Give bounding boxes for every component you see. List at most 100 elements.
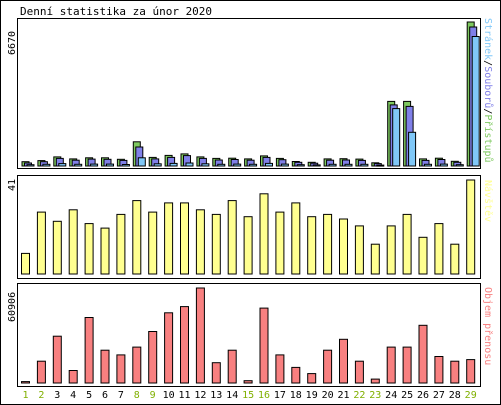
day-label-15: 15	[242, 390, 254, 401]
day-label-3: 3	[54, 390, 60, 401]
panel-top-max-label: 6670	[7, 31, 18, 55]
bar-visits-day-8	[132, 200, 142, 275]
day-label-28: 28	[449, 390, 461, 401]
bar-pages-day-1	[26, 164, 35, 167]
bar-kbytes-day-11	[180, 306, 189, 384]
day-label-9: 9	[150, 390, 156, 401]
bar-pages-day-28	[455, 164, 464, 167]
day-label-24: 24	[385, 390, 397, 401]
bar-kbytes-day-5	[84, 317, 94, 384]
bar-visits-day-23	[370, 243, 380, 275]
panel-bottom-max-label: 60906	[7, 292, 18, 322]
panel-top-frame	[17, 18, 481, 169]
bar-visits-day-20	[323, 213, 333, 275]
bar-visits-day-7	[116, 213, 126, 275]
bar-kbytes-day-10	[164, 312, 174, 384]
day-label-4: 4	[70, 390, 76, 401]
day-label-20: 20	[322, 390, 334, 401]
day-label-14: 14	[226, 390, 238, 401]
bar-kbytes-day-4	[68, 370, 78, 384]
bar-pages-day-19	[312, 164, 321, 167]
panel-middle-frame	[17, 175, 481, 279]
bar-kbytes-day-7	[116, 354, 126, 384]
bar-pages-day-14	[233, 163, 242, 167]
bar-visits-day-14	[227, 200, 237, 275]
day-label-19: 19	[306, 390, 318, 401]
bar-pages-day-16	[265, 162, 273, 167]
bar-pages-day-26	[424, 163, 432, 167]
bar-visits-day-27	[434, 223, 444, 275]
bar-kbytes-day-8	[132, 346, 142, 384]
bar-visits-day-13	[211, 213, 221, 275]
bar-pages-day-27	[439, 163, 448, 167]
day-label-1: 1	[22, 390, 28, 401]
bar-visits-day-2	[36, 211, 46, 275]
bar-visits-day-9	[148, 211, 158, 275]
bar-visits-day-12	[195, 209, 205, 275]
bar-kbytes-day-14	[227, 349, 237, 384]
day-label-17: 17	[274, 390, 286, 401]
bar-visits-day-4	[68, 209, 78, 275]
bar-visits-day-29	[466, 179, 476, 275]
legend-hits: Přístupů	[482, 114, 494, 162]
bar-pages-day-25	[408, 131, 417, 167]
panel-bottom-bars	[21, 287, 476, 384]
day-label-16: 16	[258, 390, 270, 401]
day-label-5: 5	[86, 390, 92, 401]
bar-pages-day-23	[376, 164, 385, 167]
legend-pages: Stránek	[482, 18, 494, 60]
bar-kbytes-day-3	[52, 335, 62, 384]
bar-visits-day-22	[354, 225, 364, 275]
day-label-18: 18	[290, 390, 302, 401]
panel-top-legend: Stránek/Souborů/Přístupů	[482, 18, 494, 163]
bar-pages-day-13	[217, 163, 226, 167]
bar-kbytes-day-18	[291, 366, 301, 384]
day-label-23: 23	[369, 390, 381, 401]
bar-pages-day-18	[296, 164, 305, 167]
bar-pages-day-8	[137, 157, 146, 167]
bar-pages-day-10	[169, 162, 178, 167]
day-label-7: 7	[118, 390, 124, 401]
bar-visits-day-16	[259, 193, 269, 275]
legend-separator-1: /	[482, 60, 493, 66]
day-label-6: 6	[102, 390, 108, 401]
bar-kbytes-day-25	[402, 346, 412, 384]
bar-kbytes-day-26	[418, 324, 428, 384]
bar-kbytes-day-20	[323, 349, 333, 384]
chart-title: Denní statistika za únor 2020	[20, 5, 212, 18]
bar-pages-day-20	[328, 163, 337, 167]
day-label-2: 2	[38, 390, 44, 401]
bar-kbytes-day-24	[386, 346, 396, 384]
bar-pages-day-12	[201, 163, 210, 167]
bar-kbytes-day-12	[195, 287, 205, 384]
panel-top: 6670 Stránek/Souborů/Přístupů	[7, 18, 494, 169]
bar-visits-day-21	[339, 218, 348, 275]
panel-bottom-legend: Objem přenosu	[482, 287, 494, 365]
panel-middle-max-label: 41	[7, 179, 18, 191]
day-label-29: 29	[465, 390, 477, 401]
panel-middle-legend: Návštěv	[482, 180, 494, 222]
bar-visits-day-3	[52, 220, 62, 275]
bar-visits-day-24	[386, 225, 396, 275]
bar-kbytes-day-9	[148, 331, 158, 384]
bar-kbytes-day-28	[450, 360, 460, 384]
bar-kbytes-day-19	[307, 373, 317, 384]
bar-visits-day-1	[21, 252, 30, 275]
day-label-25: 25	[401, 390, 413, 401]
legend-separator-2: /	[482, 108, 493, 114]
bar-kbytes-day-22	[354, 360, 364, 384]
x-axis-day-labels: 1 2 3 4 5 6 7 8 9 10 11 12 13 14 15 16 17 18 19 20 21 22 23 24 2…	[22, 390, 476, 401]
day-label-21: 21	[337, 390, 349, 401]
bar-kbytes-day-13	[211, 362, 221, 384]
bar-visits-day-11	[180, 202, 189, 275]
bar-kbytes-day-21	[339, 338, 348, 384]
bar-pages-day-3	[58, 163, 67, 167]
panel-middle-bars	[21, 179, 476, 275]
bar-visits-day-17	[275, 211, 285, 275]
bar-visits-day-6	[100, 227, 110, 275]
day-label-12: 12	[194, 390, 206, 401]
bar-pages-day-21	[344, 163, 353, 167]
bar-visits-day-19	[307, 216, 317, 275]
bar-kbytes-day-6	[100, 349, 110, 384]
